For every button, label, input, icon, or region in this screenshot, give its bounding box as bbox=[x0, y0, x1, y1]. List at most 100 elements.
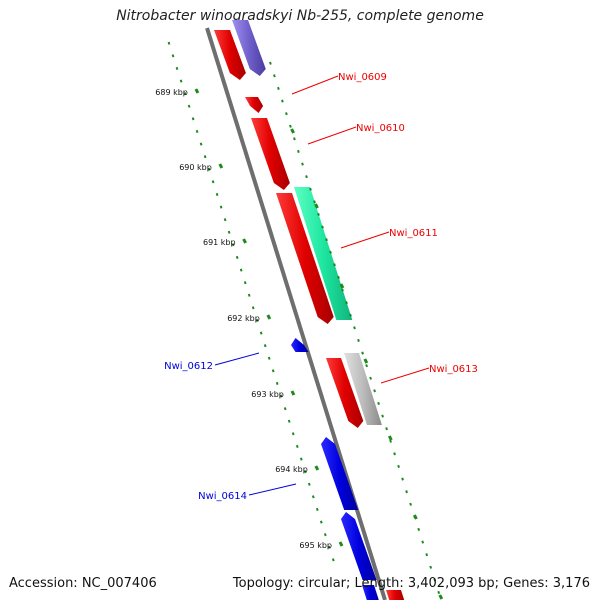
minor-tick bbox=[385, 427, 388, 431]
minor-tick bbox=[327, 545, 331, 549]
minor-tick bbox=[291, 432, 295, 436]
minor-tick bbox=[231, 243, 235, 247]
minor-tick bbox=[297, 149, 300, 154]
minor-tick bbox=[179, 79, 183, 83]
gene-label-nwi_0614[interactable]: Nwi_0614 bbox=[198, 491, 247, 502]
minor-tick bbox=[211, 180, 215, 184]
gene-label-nwi_0609[interactable]: Nwi_0609 bbox=[338, 72, 387, 83]
minor-tick bbox=[313, 200, 316, 204]
minor-tick bbox=[317, 212, 320, 217]
minor-tick bbox=[393, 452, 396, 456]
gene-label-nwi_0610[interactable]: Nwi_0610 bbox=[356, 123, 405, 134]
major-tick bbox=[338, 541, 344, 547]
minor-tick bbox=[223, 218, 227, 222]
minor-tick bbox=[405, 490, 408, 494]
minor-tick bbox=[215, 192, 219, 197]
major-tick bbox=[290, 128, 295, 134]
major-tick bbox=[413, 514, 418, 520]
minor-tick bbox=[361, 351, 364, 355]
kbp-tick-label: 693 kbp bbox=[251, 390, 284, 399]
minor-tick bbox=[199, 142, 203, 146]
minor-tick bbox=[303, 470, 307, 474]
gene-feature-red bbox=[276, 193, 334, 324]
gene-feature-red bbox=[386, 590, 405, 600]
minor-tick bbox=[243, 281, 247, 285]
major-tick bbox=[218, 163, 224, 169]
minor-tick bbox=[271, 369, 275, 373]
gene-feature-red bbox=[214, 30, 246, 80]
minor-tick bbox=[429, 565, 433, 569]
gene-feature-red bbox=[245, 97, 264, 113]
minor-tick bbox=[283, 407, 287, 411]
gene-feature-blue bbox=[341, 512, 377, 580]
minor-tick bbox=[275, 381, 279, 386]
minor-tick bbox=[373, 389, 376, 393]
minor-tick bbox=[277, 86, 280, 91]
major-tick bbox=[314, 465, 320, 471]
accession-text: Accession: NC_007406 bbox=[9, 576, 157, 591]
kbp-tick-label: 690 kbp bbox=[179, 163, 212, 172]
major-tick bbox=[266, 314, 272, 320]
gene-feature-purple bbox=[232, 20, 266, 76]
minor-tick bbox=[365, 364, 368, 368]
minor-tick bbox=[329, 250, 332, 254]
genome-title: Nitrobacter winogradskyi Nb-255, complet… bbox=[116, 8, 484, 24]
minor-tick bbox=[293, 137, 296, 141]
minor-tick bbox=[183, 92, 187, 96]
minor-tick bbox=[325, 238, 328, 242]
minor-tick bbox=[307, 482, 311, 486]
major-tick bbox=[387, 435, 393, 441]
minor-tick bbox=[377, 401, 380, 406]
minor-tick bbox=[433, 578, 437, 582]
minor-tick bbox=[299, 457, 303, 461]
gene-leader-line bbox=[307, 126, 357, 145]
minor-tick bbox=[289, 124, 292, 128]
major-tick bbox=[194, 88, 200, 94]
minor-tick bbox=[203, 155, 207, 159]
minor-tick bbox=[305, 175, 308, 179]
gene-label-nwi_0613[interactable]: Nwi_0613 bbox=[429, 364, 478, 375]
major-tick bbox=[339, 283, 345, 289]
gene-feature-red bbox=[326, 358, 364, 428]
minor-tick bbox=[187, 104, 191, 108]
minor-tick bbox=[263, 344, 267, 348]
minor-tick bbox=[287, 419, 291, 423]
minor-tick bbox=[255, 318, 259, 323]
minor-tick bbox=[331, 558, 335, 562]
minor-tick bbox=[345, 301, 348, 305]
minor-tick bbox=[295, 444, 299, 449]
minor-tick bbox=[425, 553, 429, 557]
gene-label-nwi_0611[interactable]: Nwi_0611 bbox=[389, 228, 438, 239]
minor-tick bbox=[273, 74, 276, 78]
gene-feature-red bbox=[251, 118, 290, 190]
topology-text: Topology: circular; Length: 3,402,093 bp… bbox=[232, 576, 590, 591]
kbp-tick-label: 689 kbp bbox=[155, 88, 188, 97]
minor-tick bbox=[321, 225, 324, 229]
gene-leader-line bbox=[214, 352, 260, 366]
minor-tick bbox=[267, 356, 271, 360]
minor-tick bbox=[285, 112, 288, 116]
minor-tick bbox=[353, 326, 356, 330]
minor-tick bbox=[319, 520, 323, 524]
minor-tick bbox=[247, 293, 251, 297]
minor-tick bbox=[235, 255, 239, 260]
minor-tick bbox=[239, 268, 243, 272]
minor-tick bbox=[309, 187, 312, 191]
minor-tick bbox=[337, 275, 340, 280]
gene-leader-line bbox=[291, 75, 339, 95]
minor-tick bbox=[417, 527, 421, 532]
gene-label-nwi_0612[interactable]: Nwi_0612 bbox=[164, 361, 213, 372]
major-tick bbox=[438, 594, 444, 600]
gene-feature-blue bbox=[321, 437, 359, 510]
minor-tick bbox=[421, 540, 425, 544]
gene-leader-line bbox=[380, 367, 430, 384]
minor-tick bbox=[227, 230, 231, 234]
minor-tick bbox=[381, 414, 384, 418]
minor-tick bbox=[175, 66, 179, 71]
gene-leader-line bbox=[340, 231, 390, 249]
major-tick bbox=[314, 203, 319, 209]
kbp-tick-label: 694 kbp bbox=[275, 465, 308, 474]
minor-tick bbox=[409, 502, 412, 506]
minor-tick bbox=[323, 533, 327, 537]
